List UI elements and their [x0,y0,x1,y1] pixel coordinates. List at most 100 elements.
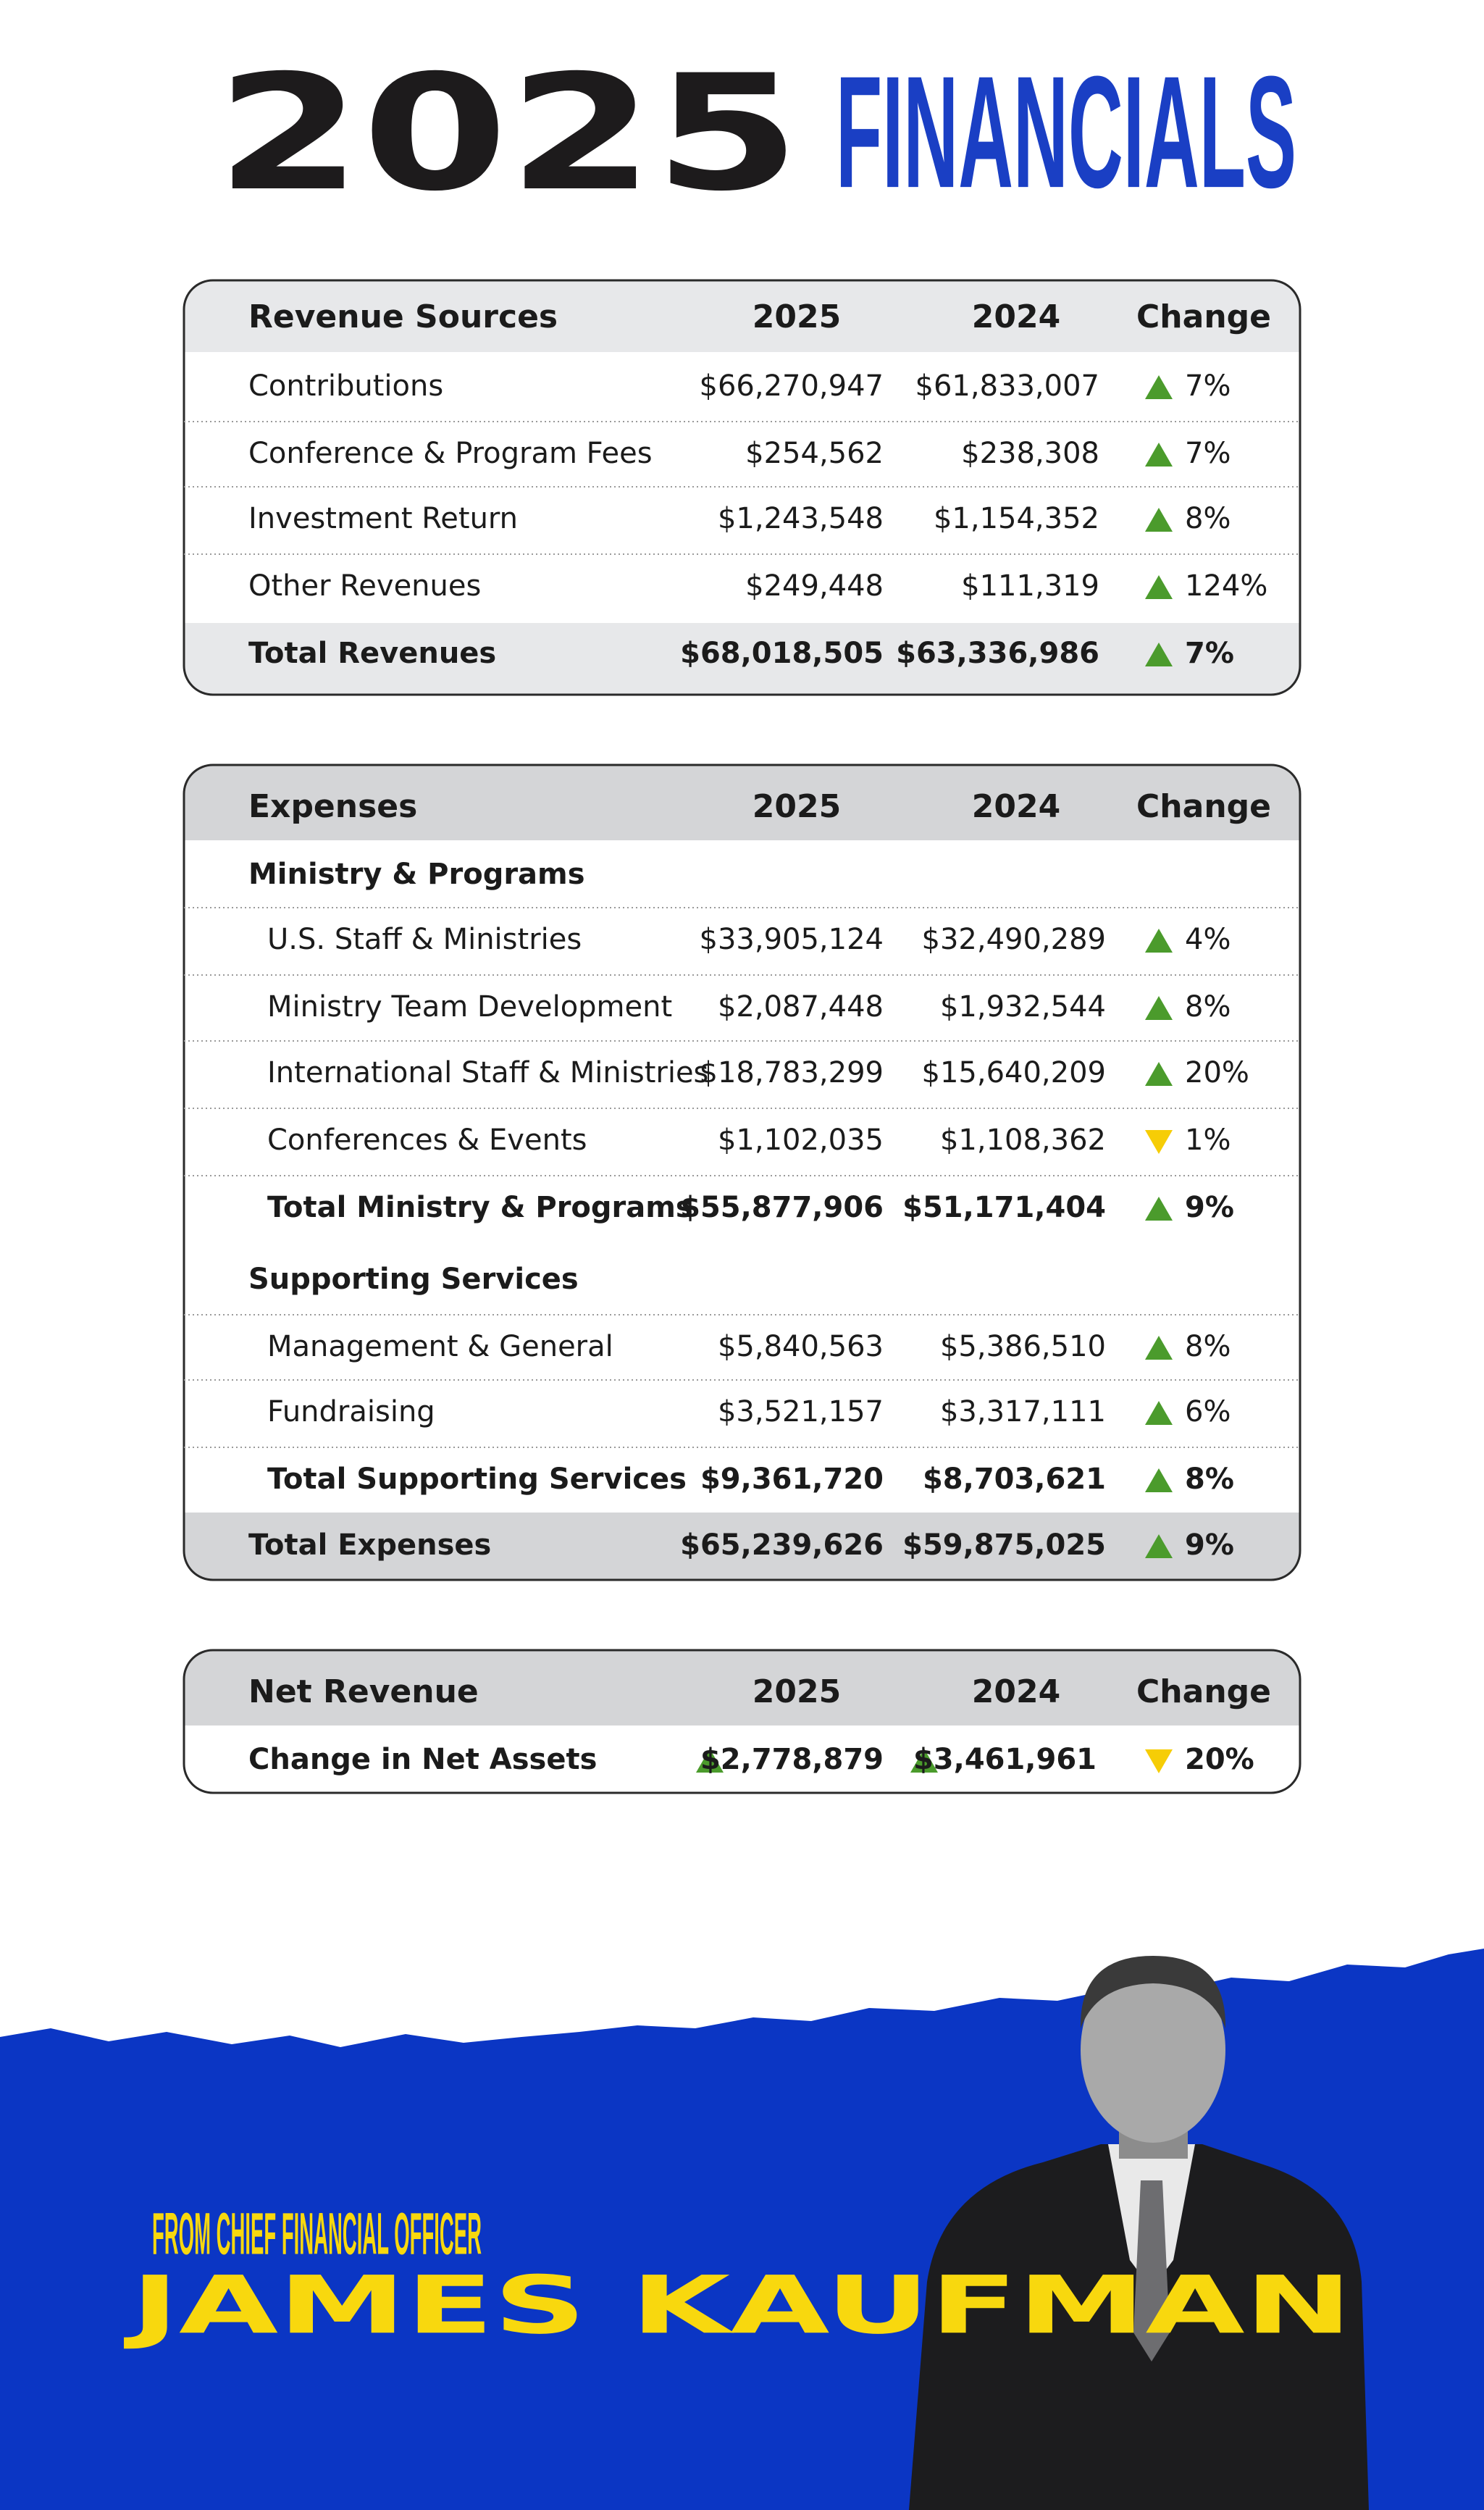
table-border [183,764,1301,1581]
value-2024: $51,171,404 [902,1191,1106,1224]
arrow-down [1145,1130,1173,1154]
change: 20% [1185,1743,1254,1776]
arrow-up [1145,929,1173,953]
header-label: Revenue Sources [248,298,558,335]
value-2025: $55,877,906 [680,1191,884,1224]
section-title: Ministry & Programs [248,858,585,891]
value-2024: $59,875,025 [902,1528,1106,1562]
value-2025: $2,778,879 [700,1743,884,1776]
value-2025: $68,018,505 [680,637,884,670]
row-label: Fundraising [267,1395,435,1428]
arrow-up [1145,1197,1173,1221]
header-change: Change [1136,788,1271,825]
header-year: 2025 [753,1673,841,1710]
value-2025: $1,102,035 [718,1124,884,1157]
row-label: Conferences & Events [267,1124,587,1157]
header-year: 2025 [753,788,841,825]
change: 8% [1185,502,1231,535]
arrow-up [696,1749,724,1773]
change: 9% [1185,1528,1234,1562]
title-year: 2025 [216,41,800,226]
value-2024: $3,461,961 [913,1743,1097,1776]
table-header-bg [184,1650,1300,1725]
header-year: 2024 [972,1673,1060,1710]
value-2024: $8,703,621 [923,1463,1106,1496]
arrow-up [910,1749,938,1773]
table-bg [184,765,1300,1580]
value-2024: $15,640,209 [922,1056,1106,1089]
header-label: Expenses [248,788,417,825]
value-2024: $63,336,986 [896,637,1099,670]
change: 7% [1185,637,1234,670]
change: 20% [1185,1056,1249,1089]
total-band [184,1513,1300,1580]
header-change: Change [1136,1673,1271,1710]
row-label: Conference & Program Fees [248,437,653,470]
row-label: Total Revenues [248,637,496,670]
arrow-up [1145,1336,1173,1360]
change: 7% [1185,369,1231,403]
value-2025: $254,562 [745,437,884,470]
arrow-up [1145,996,1173,1020]
row-label: Ministry Team Development [267,990,672,1024]
header-year: 2025 [753,298,841,335]
row-label: Management & General [267,1330,613,1363]
arrow-down [1145,1749,1173,1773]
value-2025: $3,521,157 [718,1395,884,1428]
total-band [184,623,1300,695]
row-label: Contributions [248,369,443,403]
table-bg [184,280,1300,695]
header-year: 2024 [972,298,1060,335]
value-2024: $238,308 [961,437,1099,470]
row-label: Investment Return [248,502,518,535]
change: 8% [1185,1330,1231,1363]
value-2025: $2,087,448 [718,990,884,1024]
value-2024: $1,154,352 [934,502,1099,535]
value-2025: $65,239,626 [680,1528,884,1562]
header-change: Change [1136,298,1271,335]
change: 8% [1185,1463,1234,1496]
arrow-up [1145,1468,1173,1492]
portrait-head [1081,1957,1225,2143]
header-label: Net Revenue [248,1673,479,1710]
value-2025: $18,783,299 [700,1056,884,1089]
value-2025: $33,905,124 [700,923,884,956]
value-2025: $249,448 [745,569,884,603]
row-label: International Staff & Ministries [267,1056,708,1089]
value-2024: $32,490,289 [922,923,1106,956]
table-header-bg [184,765,1300,840]
value-2024: $61,833,007 [915,369,1099,403]
portrait-tie [1133,2180,1170,2362]
arrow-up [1145,1062,1173,1086]
title-word: FINANCIALS [836,43,1296,221]
change: 4% [1185,923,1231,956]
arrow-up [1145,375,1173,399]
portrait-hair [1080,1956,1226,2028]
arrow-up [1145,508,1173,532]
header-year: 2024 [972,788,1060,825]
value-2024: $1,108,362 [940,1124,1106,1157]
footer-name: JAMES KAUFMAN [123,2259,1352,2351]
row-label: Total Supporting Services [267,1463,687,1496]
table-header-bg [184,280,1300,352]
row-label: Total Expenses [248,1528,491,1562]
arrow-up [1145,643,1173,666]
change: 124% [1185,569,1267,603]
arrow-up [1145,1401,1173,1425]
row-label: Total Ministry & Programs [267,1191,693,1224]
value-2024: $1,932,544 [940,990,1106,1024]
change: 1% [1185,1124,1231,1157]
change: 7% [1185,437,1231,470]
value-2025: $5,840,563 [718,1330,884,1363]
arrow-up [1145,443,1173,467]
footer-kicker: FROM CHIEF FINANCIAL OFFICER [152,2201,482,2267]
value-2024: $3,317,111 [940,1395,1106,1428]
value-2024: $111,319 [961,569,1099,603]
table-border [183,1649,1301,1794]
row-label: Change in Net Assets [248,1743,597,1776]
change: 6% [1185,1395,1231,1428]
change: 8% [1185,990,1231,1024]
arrow-up [1145,1534,1173,1558]
